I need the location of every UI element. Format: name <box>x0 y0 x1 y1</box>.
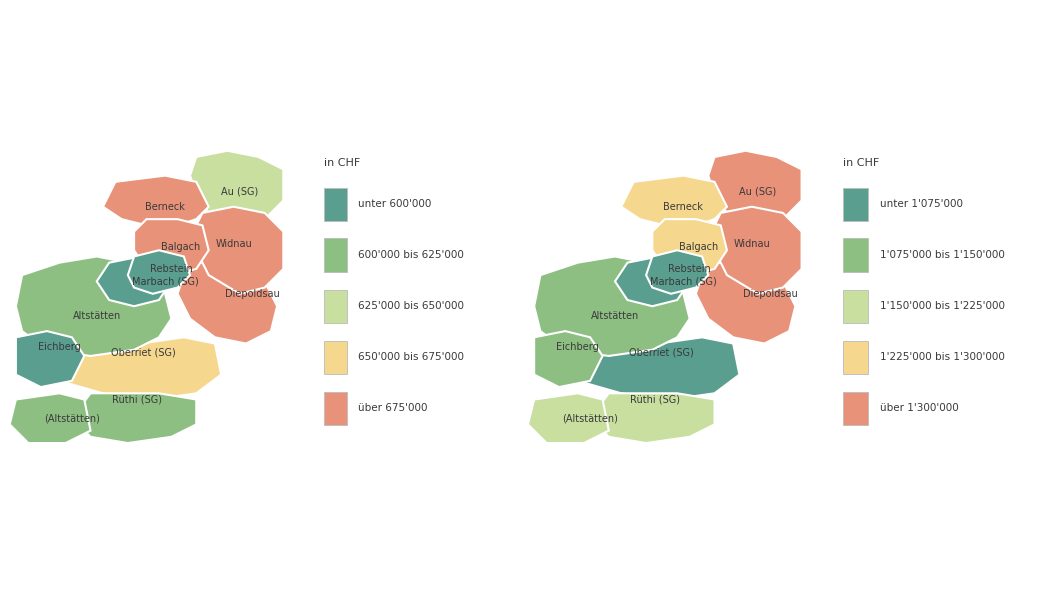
Polygon shape <box>72 393 197 443</box>
Polygon shape <box>16 256 172 356</box>
Polygon shape <box>696 263 796 344</box>
Text: 1'075'000 bis 1'150'000: 1'075'000 bis 1'150'000 <box>881 250 1006 260</box>
Text: Widnau: Widnau <box>733 239 771 249</box>
Text: Rebstein: Rebstein <box>669 264 711 274</box>
Text: Diepoldsau: Diepoldsau <box>225 289 280 299</box>
Polygon shape <box>708 151 802 226</box>
Text: Berneck: Berneck <box>146 202 185 212</box>
Text: Marbach (SG): Marbach (SG) <box>132 277 199 286</box>
Text: Balgach: Balgach <box>161 242 201 252</box>
Polygon shape <box>197 207 283 294</box>
Text: Eichberg: Eichberg <box>38 341 81 352</box>
Text: 650'000 bis 675'000: 650'000 bis 675'000 <box>358 352 464 362</box>
Text: Balgach: Balgach <box>679 242 719 252</box>
Bar <box>323 187 346 221</box>
Polygon shape <box>535 256 690 356</box>
Text: Berneck: Berneck <box>664 202 703 212</box>
Text: Rebstein: Rebstein <box>150 264 192 274</box>
Polygon shape <box>97 256 172 306</box>
Text: Altstätten: Altstätten <box>73 311 121 320</box>
Bar <box>843 238 868 271</box>
Text: über 1'300'000: über 1'300'000 <box>881 403 959 413</box>
Polygon shape <box>615 256 690 306</box>
Text: Altstätten: Altstätten <box>591 311 640 320</box>
Text: (Altstätten): (Altstätten) <box>563 413 618 423</box>
Polygon shape <box>128 250 190 294</box>
Polygon shape <box>103 176 209 226</box>
Text: Marbach (SG): Marbach (SG) <box>650 277 717 286</box>
Text: Diepoldsau: Diepoldsau <box>744 289 798 299</box>
Polygon shape <box>714 207 802 294</box>
Polygon shape <box>535 331 602 387</box>
Polygon shape <box>590 393 714 443</box>
Polygon shape <box>16 331 84 387</box>
Text: Eichberg: Eichberg <box>556 341 599 352</box>
Bar <box>323 290 346 323</box>
Polygon shape <box>178 263 277 344</box>
Polygon shape <box>652 219 727 275</box>
Bar <box>323 392 346 425</box>
Text: über 675'000: über 675'000 <box>358 403 427 413</box>
Text: Au (SG): Au (SG) <box>739 186 777 196</box>
Bar <box>323 238 346 271</box>
Bar <box>323 341 346 373</box>
Text: 1'225'000 bis 1'300'000: 1'225'000 bis 1'300'000 <box>881 352 1006 362</box>
Text: unter 600'000: unter 600'000 <box>358 199 432 209</box>
Polygon shape <box>528 393 608 443</box>
Text: Oberriet (SG): Oberriet (SG) <box>111 348 176 358</box>
Text: (Altstätten): (Altstätten) <box>44 413 100 423</box>
Polygon shape <box>560 337 739 400</box>
Bar <box>843 187 868 221</box>
Text: in CHF: in CHF <box>843 158 879 168</box>
Text: in CHF: in CHF <box>323 158 360 168</box>
Bar <box>843 392 868 425</box>
Text: 1'150'000 bis 1'225'000: 1'150'000 bis 1'225'000 <box>881 301 1006 311</box>
Polygon shape <box>9 393 90 443</box>
Bar <box>843 341 868 373</box>
Polygon shape <box>646 250 708 294</box>
Text: Au (SG): Au (SG) <box>222 186 258 196</box>
Text: unter 1'075'000: unter 1'075'000 <box>881 199 963 209</box>
Text: 625'000 bis 650'000: 625'000 bis 650'000 <box>358 301 464 311</box>
Text: 600'000 bis 625'000: 600'000 bis 625'000 <box>358 250 464 260</box>
Text: Rüthi (SG): Rüthi (SG) <box>112 395 162 404</box>
Polygon shape <box>134 219 209 275</box>
Bar <box>843 290 868 323</box>
Polygon shape <box>190 151 283 226</box>
Text: Widnau: Widnau <box>215 239 252 249</box>
Polygon shape <box>621 176 727 226</box>
Text: Oberriet (SG): Oberriet (SG) <box>629 348 694 358</box>
Polygon shape <box>41 337 222 400</box>
Text: Rüthi (SG): Rüthi (SG) <box>630 395 680 404</box>
